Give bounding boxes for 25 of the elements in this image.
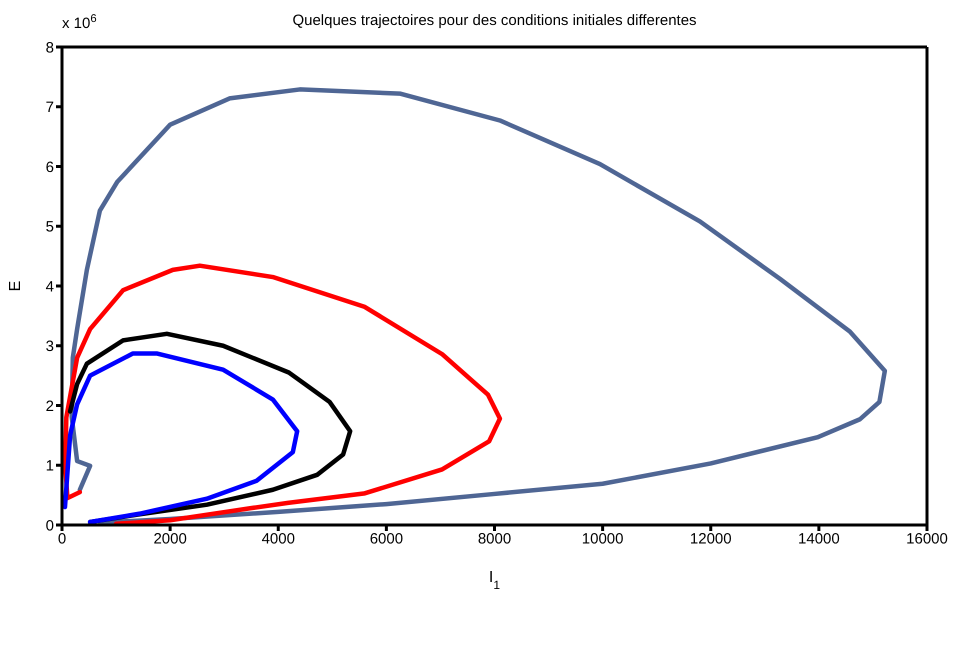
x-tick-label: 6000 (370, 530, 404, 548)
y-tick-label: 5 (46, 218, 54, 236)
y-axis-title: E (7, 280, 24, 292)
x-tick-label: 8000 (478, 530, 512, 548)
x-tick-label: 4000 (262, 530, 295, 548)
y-tick-label: 7 (46, 99, 54, 116)
x-tick-label: 14000 (798, 530, 840, 548)
y-tick-label: 1 (46, 458, 54, 475)
line-series (62, 351, 300, 524)
x-tick-label: 10000 (582, 530, 624, 548)
y-tick-label: 8 (46, 39, 54, 56)
y-tick-label: 2 (46, 398, 54, 415)
x-tick-label: 12000 (690, 530, 732, 548)
y-tick-label: 0 (46, 517, 54, 534)
y-tick-label: 6 (46, 158, 54, 176)
line-series (69, 87, 888, 525)
y-tick-label: 4 (46, 278, 54, 296)
x-axis-title: I$_{1}$ (488, 569, 500, 592)
y-tick-label: 3 (46, 338, 54, 356)
chart-title: Quelques trajectoires pour des conditions initiales differentes (292, 12, 697, 29)
x-tick-label: 16000 (906, 530, 948, 548)
text: x 10$^{6}$ (62, 13, 97, 32)
x-tick-label: 2000 (153, 530, 187, 548)
x-tick-label: 0 (58, 530, 66, 548)
line-series (62, 263, 502, 525)
